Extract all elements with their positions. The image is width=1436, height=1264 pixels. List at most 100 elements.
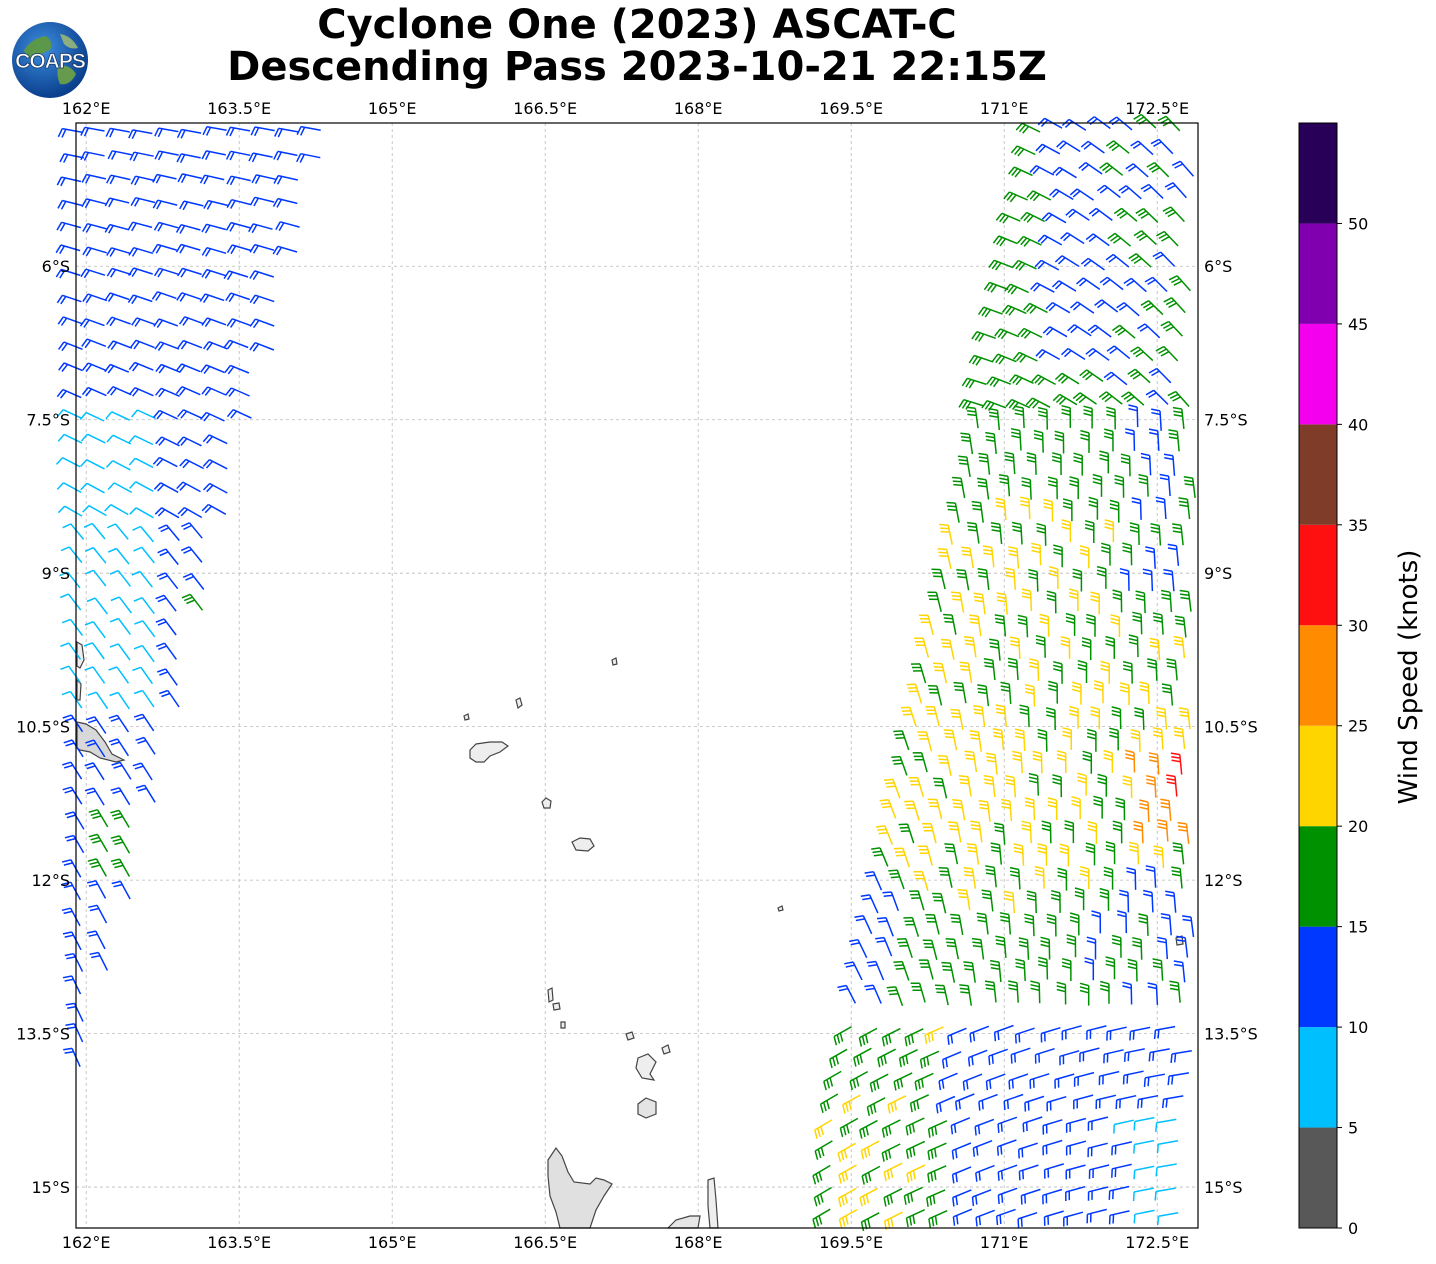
wind-barb bbox=[937, 548, 952, 569]
wind-barb bbox=[1159, 473, 1171, 497]
wind-barb bbox=[952, 1208, 973, 1226]
wind-barb bbox=[1041, 212, 1067, 224]
wind-barb bbox=[975, 1164, 995, 1182]
wind-barb bbox=[202, 459, 228, 470]
wind-barb bbox=[1038, 956, 1049, 980]
wind-barb bbox=[1111, 706, 1122, 730]
wind-barb bbox=[59, 593, 82, 611]
wind-barb bbox=[1142, 568, 1154, 592]
wind-barb bbox=[1105, 635, 1116, 659]
wind-barb bbox=[1118, 185, 1142, 200]
wind-barb bbox=[1155, 1118, 1177, 1132]
wind-barb bbox=[971, 1189, 992, 1206]
wind-barb bbox=[110, 787, 131, 806]
wind-barb bbox=[273, 150, 298, 161]
island bbox=[547, 987, 554, 1003]
wind-barb bbox=[1043, 1210, 1064, 1226]
colorbar-tick-label: 15 bbox=[1348, 918, 1368, 937]
wind-barb bbox=[1174, 615, 1187, 638]
wind-barb bbox=[909, 890, 925, 911]
wind-barb bbox=[960, 432, 974, 455]
wind-barb bbox=[154, 127, 179, 138]
wind-barb bbox=[1014, 728, 1026, 752]
wind-barb bbox=[175, 386, 201, 396]
colorbar-tick-label: 35 bbox=[1348, 516, 1368, 535]
wind-barb bbox=[1150, 522, 1162, 546]
wind-barb bbox=[1024, 797, 1036, 821]
wind-barb bbox=[1061, 404, 1072, 428]
wind-barb bbox=[1004, 567, 1017, 590]
wind-barb bbox=[1127, 958, 1138, 982]
lon-tick-label-top: 168°E bbox=[674, 99, 723, 118]
wind-barb bbox=[1125, 428, 1136, 451]
wind-barb bbox=[881, 1143, 901, 1162]
wind-barb bbox=[1072, 568, 1083, 592]
wind-barb bbox=[249, 294, 275, 305]
wind-barb bbox=[1051, 280, 1077, 292]
wind-barb bbox=[84, 762, 105, 781]
wind-barb bbox=[88, 808, 109, 828]
wind-barb bbox=[1042, 326, 1068, 338]
wind-barb bbox=[1127, 368, 1151, 384]
wind-barb bbox=[1070, 301, 1095, 314]
wind-barb bbox=[945, 938, 960, 960]
wind-barb bbox=[1152, 726, 1164, 750]
wind-barb bbox=[859, 1119, 878, 1139]
wind-barb bbox=[833, 1026, 852, 1046]
wind-barb bbox=[1103, 749, 1114, 773]
wind-barb bbox=[1008, 166, 1033, 178]
wind-barb bbox=[58, 362, 83, 372]
wind-barb bbox=[156, 572, 179, 590]
wind-barb bbox=[157, 668, 178, 686]
wind-barb bbox=[1082, 750, 1093, 774]
wind-barb bbox=[1099, 450, 1110, 474]
wind-barb bbox=[1008, 1073, 1029, 1090]
wind-barb bbox=[1139, 681, 1150, 705]
wind-barb bbox=[938, 866, 953, 888]
wind-barb bbox=[925, 706, 940, 727]
wind-barb bbox=[1061, 957, 1072, 982]
wind-barb bbox=[972, 1140, 993, 1157]
island bbox=[661, 1044, 671, 1055]
wind-barb bbox=[83, 642, 105, 660]
wind-barb bbox=[1047, 797, 1058, 821]
wind-barb bbox=[1019, 496, 1031, 520]
wind-barb bbox=[104, 504, 129, 516]
wind-barb bbox=[1087, 1116, 1109, 1131]
wind-barb bbox=[982, 545, 995, 568]
wind-barb bbox=[61, 907, 81, 927]
wind-barb bbox=[1099, 887, 1110, 911]
lon-tick-label-bottom: 162°E bbox=[62, 1233, 111, 1252]
wind-barb bbox=[1128, 841, 1140, 865]
wind-barb bbox=[1153, 845, 1165, 868]
wind-barb bbox=[57, 199, 82, 210]
wind-barb bbox=[1119, 567, 1130, 591]
wind-speed-colorbar: 0 5 10 15 20 25 30 35 40 45 50 bbox=[1298, 122, 1368, 1238]
wind-barb bbox=[57, 505, 83, 517]
wind-barb bbox=[1023, 302, 1048, 314]
wind-barb bbox=[1160, 320, 1183, 337]
wind-barb bbox=[1167, 390, 1190, 407]
wind-barb bbox=[131, 409, 156, 420]
lon-tick-label-bottom: 166.5°E bbox=[513, 1233, 577, 1252]
wind-barb bbox=[938, 1072, 958, 1091]
wind-barb bbox=[976, 477, 990, 500]
colorbar-frame bbox=[1298, 122, 1338, 1229]
wind-barb bbox=[1009, 636, 1021, 659]
island bbox=[76, 721, 126, 763]
wind-barb bbox=[1132, 611, 1143, 635]
wind-barb bbox=[842, 1094, 861, 1114]
wind-barb bbox=[1000, 798, 1013, 822]
wind-barb bbox=[967, 1049, 988, 1067]
wind-barb bbox=[1052, 774, 1063, 798]
wind-barb bbox=[129, 481, 154, 492]
wind-barb bbox=[1110, 614, 1121, 638]
wind-barb bbox=[128, 387, 154, 397]
wind-barb bbox=[995, 497, 1007, 520]
wind-barb bbox=[1081, 637, 1092, 661]
wind-barb bbox=[1168, 429, 1180, 452]
wind-barb bbox=[1071, 795, 1081, 820]
wind-barb bbox=[82, 505, 107, 517]
wind-barb bbox=[1087, 820, 1098, 844]
wind-barb bbox=[977, 684, 990, 707]
